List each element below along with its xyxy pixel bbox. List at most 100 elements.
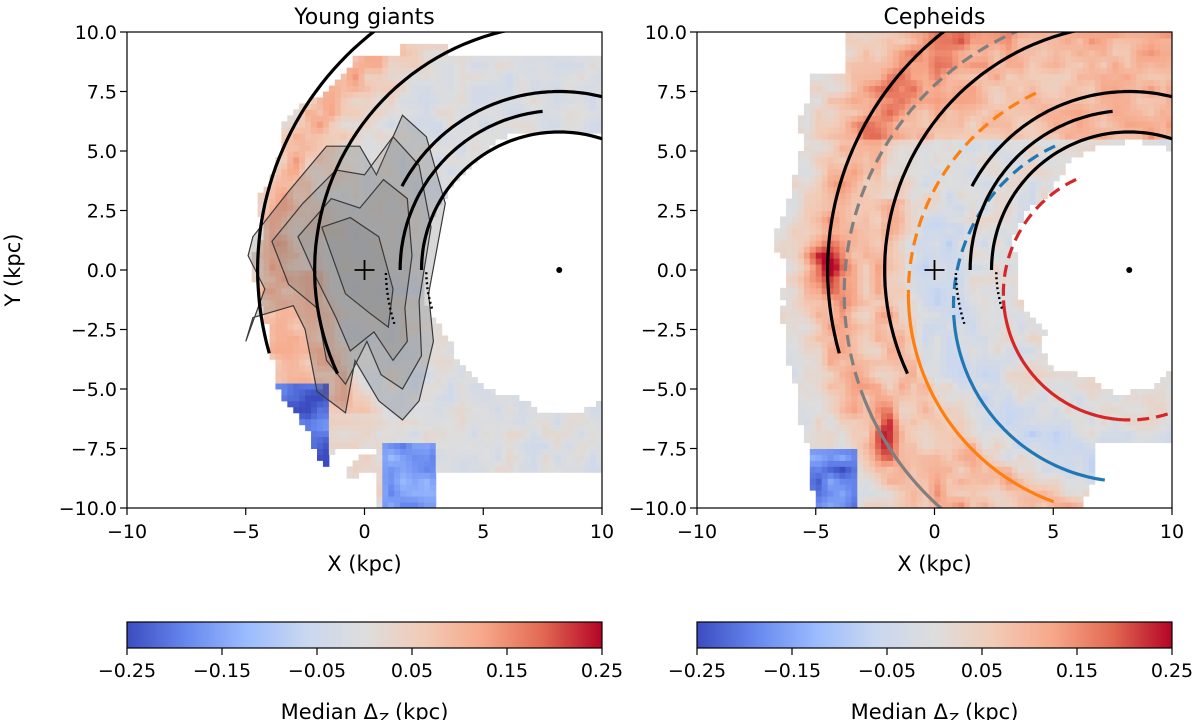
heatmap-cell: [845, 472, 852, 479]
heatmap-cell: [851, 454, 858, 461]
heatmap-cell: [839, 127, 846, 134]
heatmap-cell: [400, 127, 407, 134]
heatmap-cell: [934, 323, 941, 330]
heatmap-cell: [317, 454, 324, 461]
heatmap-cell: [275, 323, 282, 330]
heatmap-cell: [334, 252, 342, 259]
heatmap-cell: [815, 151, 823, 158]
heatmap-cell: [346, 145, 354, 152]
heatmap-cell: [394, 377, 401, 384]
heatmap-cell: [910, 252, 918, 259]
heatmap-cell: [958, 186, 965, 194]
heatmap-cell: [352, 329, 360, 336]
heatmap-cell: [471, 394, 478, 402]
heatmap-cell: [857, 210, 864, 217]
heatmap-cell: [803, 264, 811, 271]
heatmap-cell: [881, 383, 888, 390]
heatmap-cell: [287, 121, 294, 128]
heatmap-cell: [892, 412, 900, 420]
heatmap-cell: [328, 258, 336, 265]
heatmap-cell: [501, 448, 508, 455]
heatmap-cell: [964, 454, 971, 461]
heatmap-cell: [928, 412, 935, 420]
heatmap-cell: [898, 55, 906, 63]
heatmap-cell: [453, 394, 460, 402]
heatmap-cell: [507, 460, 514, 467]
heatmap-cell: [869, 258, 876, 265]
heatmap-cell: [257, 210, 265, 217]
heatmap-cell: [358, 287, 365, 295]
heatmap-cell: [412, 406, 419, 414]
heatmap-cell: [863, 287, 870, 295]
heatmap-cell: [429, 145, 437, 152]
heatmap-cell: [857, 145, 864, 152]
heatmap-cell: [845, 79, 852, 87]
heatmap-cell: [453, 383, 460, 390]
heatmap-cell: [305, 377, 312, 384]
heatmap-cell: [887, 400, 894, 408]
heatmap-cell: [898, 133, 906, 140]
heatmap-cell: [887, 478, 894, 485]
heatmap-cell: [845, 394, 852, 402]
heatmap-cell: [851, 133, 858, 140]
heatmap-cell: [869, 335, 876, 342]
heatmap-cell: [287, 323, 294, 330]
heatmap-cell: [922, 156, 930, 164]
heatmap-cell: [388, 145, 395, 152]
heatmap-cepheids: [774, 32, 1172, 508]
heatmap-cell: [940, 454, 947, 461]
heatmap-cell: [887, 496, 894, 503]
heatmap-cell: [382, 418, 389, 426]
heatmap-cell: [797, 198, 805, 206]
heatmap-cell: [257, 192, 265, 200]
heatmap-cell: [317, 448, 324, 455]
heatmap-cell: [412, 246, 419, 253]
heatmap-cell: [887, 192, 894, 200]
heatmap-cell: [299, 270, 306, 277]
heatmap-cell: [358, 79, 365, 87]
heatmap-cell: [536, 418, 544, 426]
heatmap-cell: [821, 317, 829, 325]
heatmap-cell: [453, 430, 460, 438]
heatmap-cell: [898, 234, 906, 241]
heatmap-cell: [857, 484, 864, 491]
heatmap-cell: [887, 264, 894, 271]
heatmap-cell: [275, 234, 282, 241]
heatmap-cell: [857, 61, 864, 69]
heatmap-cell: [940, 347, 947, 354]
heatmap-cell: [340, 91, 348, 98]
heatmap-cell: [483, 145, 490, 152]
heatmap-cell: [839, 478, 846, 485]
heatmap-cell: [465, 436, 472, 444]
heatmap-cell: [447, 109, 455, 116]
heatmap-cell: [857, 377, 864, 384]
heatmap-cell: [857, 466, 864, 473]
heatmap-cell: [875, 186, 882, 194]
heatmap-cell: [412, 383, 419, 390]
heatmap-cell: [928, 430, 935, 438]
heatmap-cell: [512, 109, 520, 116]
heatmap-cell: [429, 424, 437, 432]
heatmap-cell: [821, 400, 829, 408]
heatmap-cell: [803, 305, 811, 313]
heatmap-cell: [875, 305, 882, 313]
heatmap-cell: [809, 287, 817, 295]
heatmap-cell: [916, 67, 924, 75]
heatmap-cell: [394, 406, 401, 414]
heatmap-cell: [417, 418, 425, 426]
heatmap-cell: [821, 264, 829, 271]
heatmap-cell: [299, 234, 306, 241]
heatmap-cell: [358, 73, 365, 81]
heatmap-cell: [922, 281, 930, 289]
heatmap-cell: [590, 424, 597, 432]
heatmap-cell: [417, 85, 425, 92]
heatmap-cell: [376, 168, 383, 176]
heatmap-cell: [827, 168, 835, 176]
heatmap-cell: [370, 222, 377, 229]
heatmap-cell: [477, 454, 484, 461]
heatmap-cell: [904, 55, 912, 63]
markers-young-giants: [354, 260, 563, 280]
heatmap-cell: [352, 174, 360, 182]
heatmap-cell: [536, 460, 544, 467]
heatmap-cell: [892, 37, 900, 45]
